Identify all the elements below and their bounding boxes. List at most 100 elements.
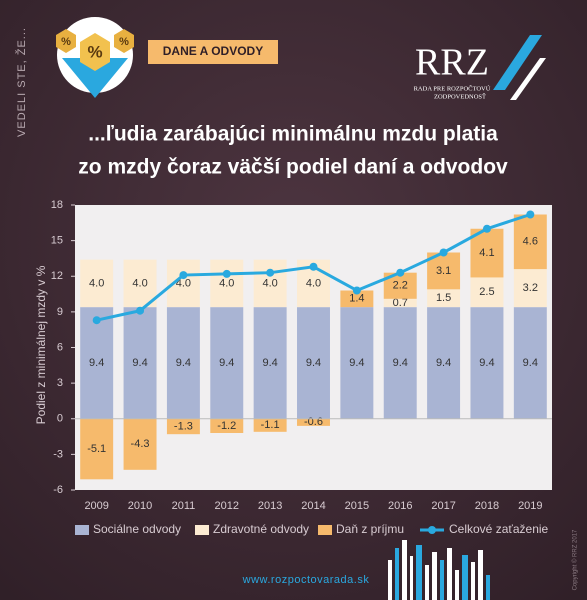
- line-marker: [396, 268, 405, 277]
- logo-subtitle: ZODPOVEDNOSŤ: [434, 92, 486, 100]
- y-tick-label: 0: [57, 413, 63, 425]
- footer-url[interactable]: www.rozpoctovarada.sk: [242, 574, 370, 586]
- value-label: 4.0: [176, 277, 191, 289]
- bar: [166, 418, 200, 435]
- value-label: 4.0: [219, 277, 234, 289]
- y-tick-label: -6: [53, 484, 63, 496]
- y-tick-label: 9: [57, 306, 63, 318]
- icon: % % %: [56, 17, 134, 98]
- y-tick-label: 3: [57, 377, 63, 389]
- line-marker: [439, 248, 448, 257]
- bar: [470, 277, 504, 308]
- bar: [513, 214, 547, 270]
- y-tick-label: 12: [51, 270, 63, 282]
- skyline: [388, 540, 490, 600]
- line-marker: [309, 262, 318, 271]
- line-marker: [482, 224, 491, 233]
- bar: [210, 307, 244, 419]
- bar: [210, 259, 244, 308]
- bar: [297, 418, 330, 426]
- x-tick-label: 2014: [301, 500, 325, 512]
- x-tick-label: 2016: [388, 500, 412, 512]
- value-label: 3.2: [523, 282, 538, 294]
- bar: [513, 307, 547, 419]
- bar: [80, 418, 114, 480]
- line-marker: [266, 268, 275, 277]
- value-label: 0.7: [393, 297, 408, 309]
- bar: [80, 259, 114, 308]
- x-tick-label: 2009: [84, 500, 108, 512]
- value-label: 1.4: [349, 293, 364, 305]
- bar: [253, 418, 287, 432]
- value-label: 9.4: [436, 357, 451, 369]
- legend-label: Celkové zaťaženie: [449, 522, 549, 536]
- bar: [166, 307, 200, 419]
- value-label: 4.0: [132, 277, 147, 289]
- value-label: 9.4: [219, 357, 234, 369]
- bar: [427, 307, 461, 419]
- logo: RRZ: [415, 42, 489, 84]
- value-label: 9.4: [523, 357, 538, 369]
- icon-symbol: %: [87, 42, 102, 61]
- value-label: -1.3: [174, 420, 193, 432]
- copyright: Copyright © RRZ 2017: [572, 529, 579, 590]
- line-marker: [352, 286, 361, 295]
- legend-label: Daň z príjmu: [336, 522, 404, 536]
- value-label: 9.4: [306, 357, 321, 369]
- title: ...ľudia zarábajúci minimálnu mzdu plati…: [88, 123, 498, 146]
- bar: [513, 269, 547, 308]
- value-label: 9.4: [262, 357, 277, 369]
- line-marker: [222, 269, 231, 278]
- y-tick-label: 6: [57, 341, 63, 353]
- bar: [383, 307, 417, 419]
- x-tick-label: 2010: [128, 500, 152, 512]
- x-tick-label: 2015: [345, 500, 369, 512]
- value-label: 2.5: [479, 286, 494, 298]
- badge: [148, 40, 278, 64]
- bar: [123, 307, 157, 419]
- bar: [123, 418, 157, 470]
- x-tick-label: 2012: [215, 500, 239, 512]
- bar: [470, 307, 504, 419]
- value-label: -5.1: [87, 443, 106, 455]
- value-label: 4.0: [262, 277, 277, 289]
- bar: [123, 259, 157, 308]
- logo-subtitle: RADA PRE ROZPOČTOVÚ: [414, 84, 491, 92]
- value-label: 4.6: [523, 236, 538, 248]
- value-label: 3.1: [436, 265, 451, 277]
- legend-label: Sociálne odvody: [93, 522, 181, 536]
- value-label: 9.4: [176, 357, 191, 369]
- bar: [470, 228, 504, 278]
- value-label: 9.4: [393, 357, 408, 369]
- bar: [340, 290, 374, 308]
- bar: [427, 289, 461, 308]
- bar: [340, 307, 374, 419]
- value-label: 9.4: [132, 357, 147, 369]
- value-label: 1.5: [436, 292, 451, 304]
- x-tick-label: 2017: [431, 500, 455, 512]
- badge-text: DANE A ODVODY: [163, 44, 263, 58]
- value-label: 9.4: [349, 357, 364, 369]
- value-label: 4.0: [306, 277, 321, 289]
- x-tick-label: 2019: [518, 500, 542, 512]
- icon-symbol: %: [61, 36, 71, 48]
- value-label: 2.2: [393, 280, 408, 292]
- legend-label: Zdravotné odvody: [213, 522, 309, 536]
- y-tick-label: 18: [51, 199, 63, 211]
- icon-symbol: %: [119, 36, 129, 48]
- title: zo mzdy čoraz väčší podiel daní a odvodo…: [78, 156, 508, 179]
- legend-swatch: [195, 525, 209, 535]
- y-tick-label: -3: [53, 448, 63, 460]
- bar: [253, 259, 287, 308]
- value-label: 4.0: [89, 277, 104, 289]
- line-marker: [136, 306, 145, 315]
- side-text: VEDELI STE, ŽE...: [15, 27, 28, 137]
- line-marker: [526, 210, 535, 219]
- logo-mark: [493, 35, 542, 90]
- value-label: 9.4: [89, 357, 104, 369]
- line-marker: [179, 271, 188, 280]
- x-tick-label: 2018: [475, 500, 499, 512]
- value-label: -0.6: [304, 416, 323, 428]
- bar: [383, 298, 417, 308]
